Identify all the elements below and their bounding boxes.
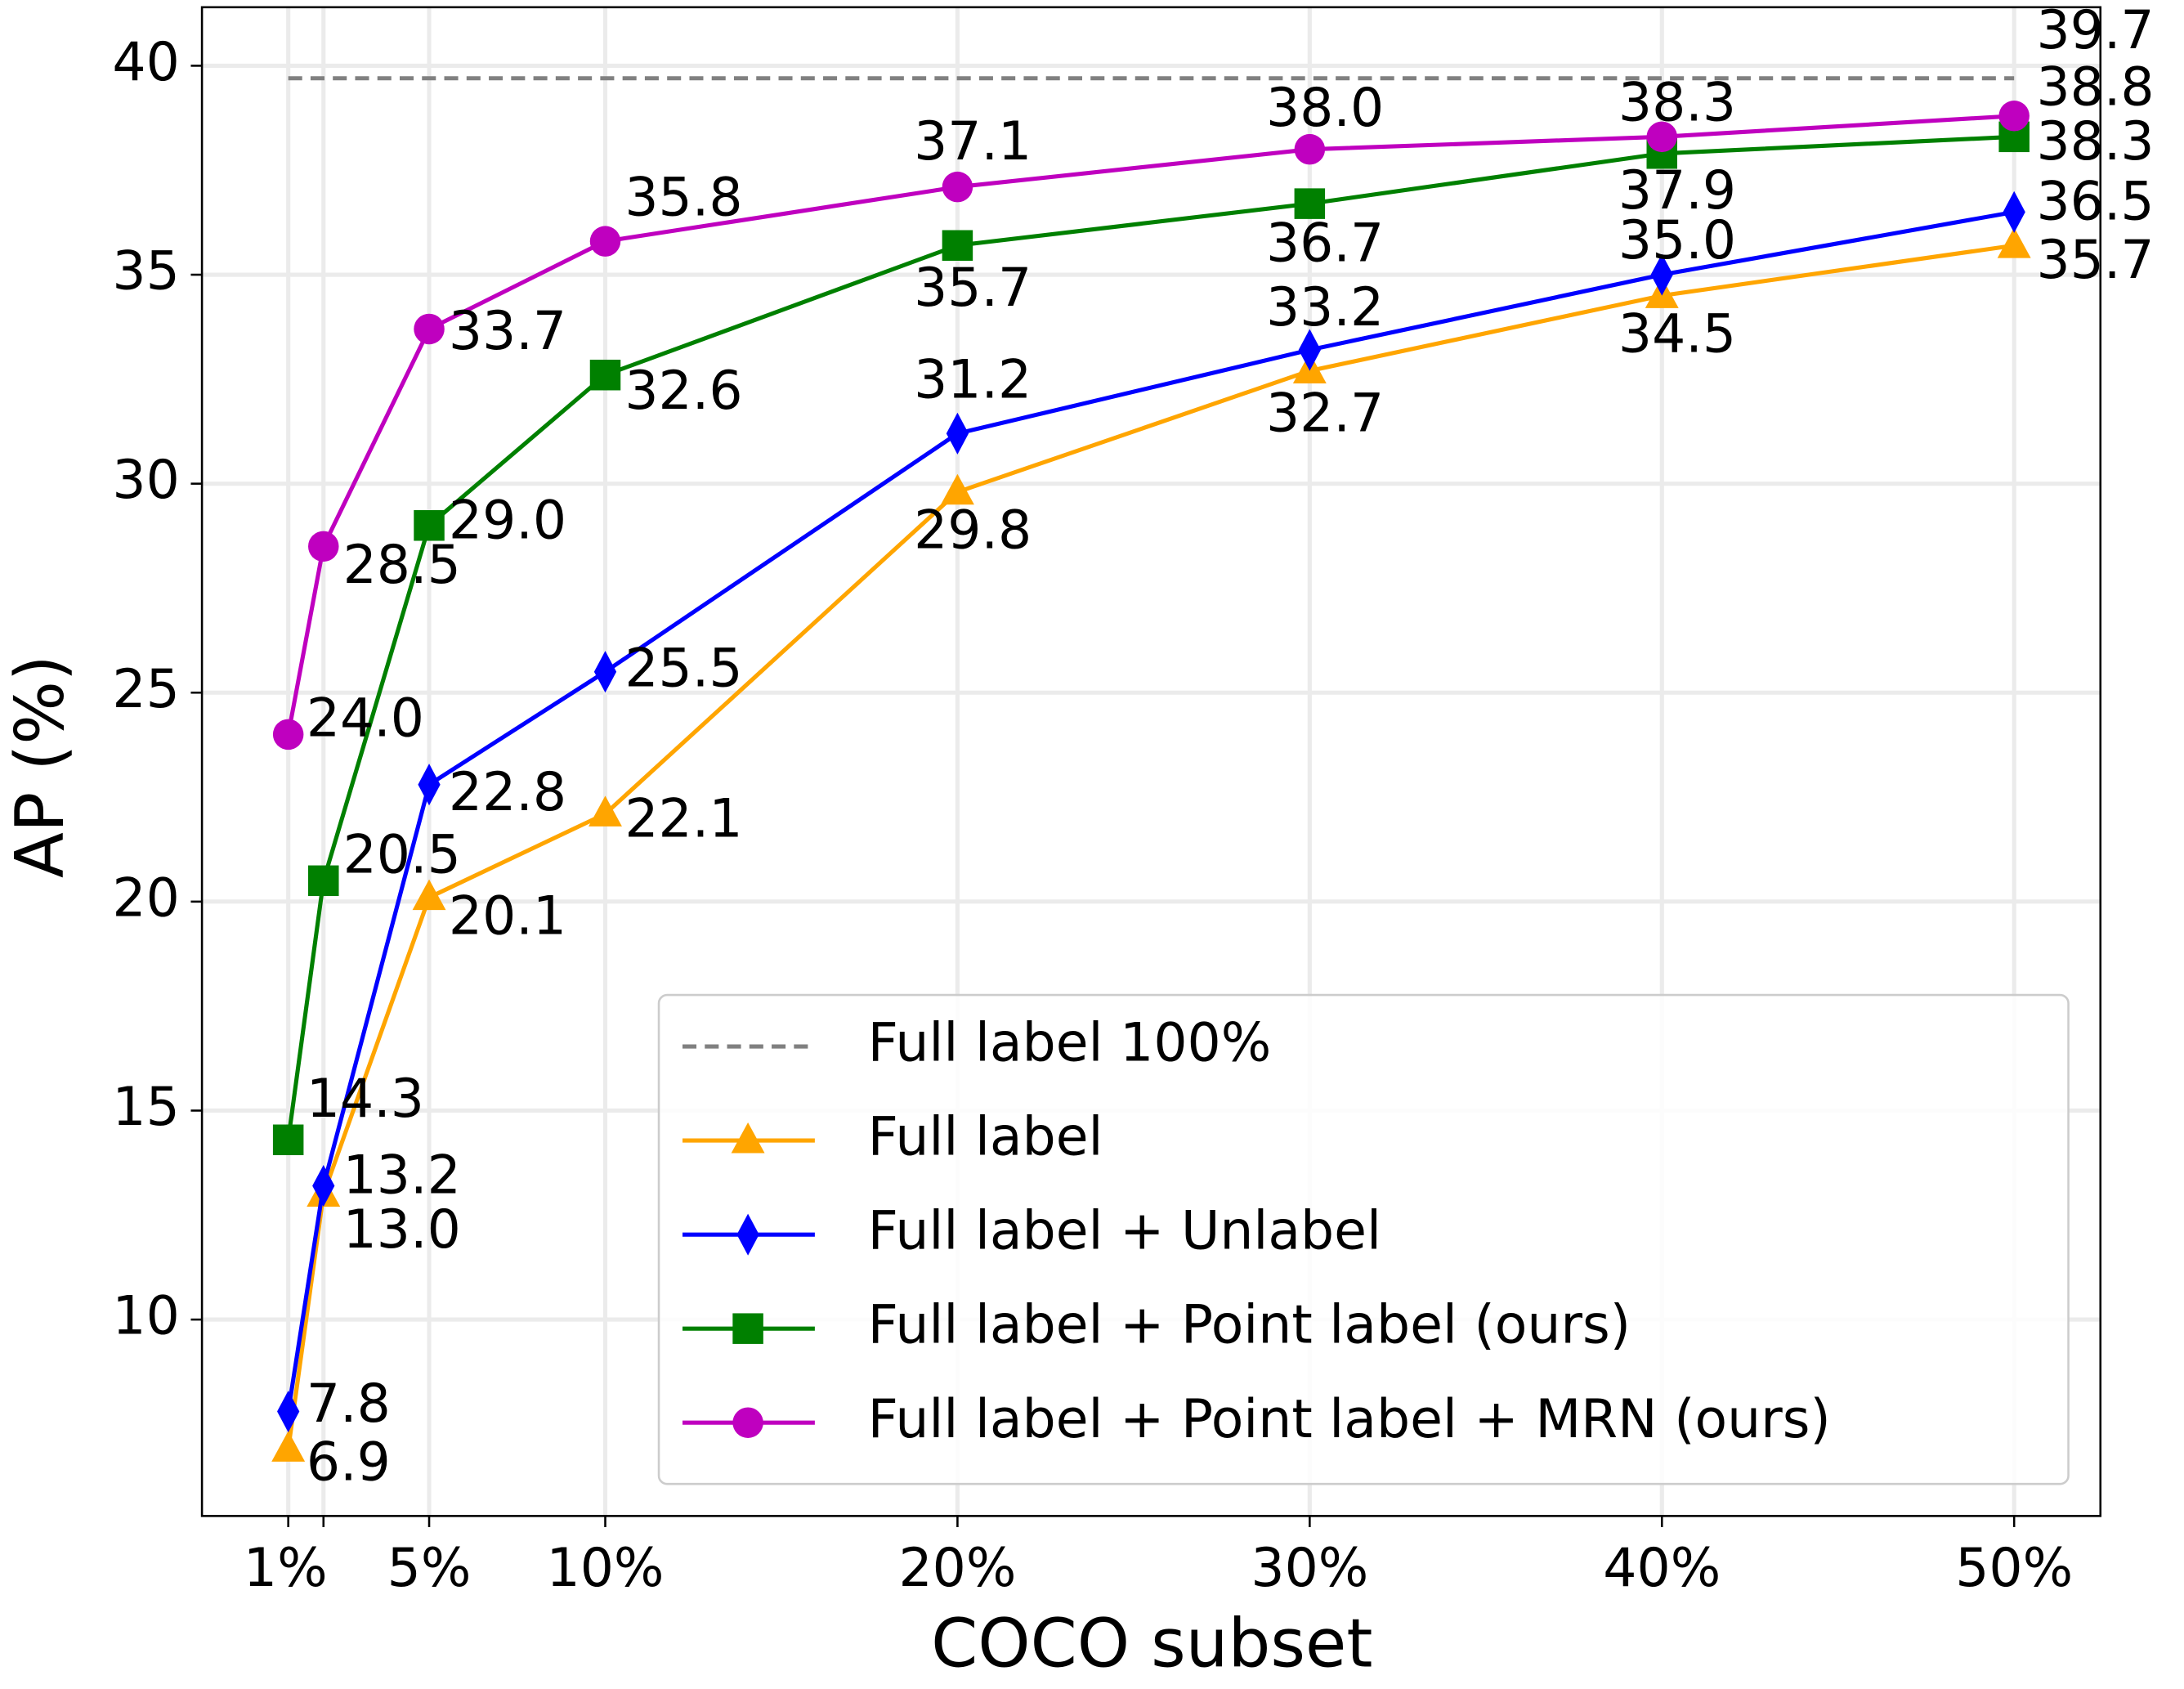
x-tick-label: 40% bbox=[1603, 1538, 1721, 1599]
y-tick-label: 40 bbox=[112, 32, 179, 93]
data-label: 25.5 bbox=[624, 638, 742, 699]
data-label: 14.3 bbox=[307, 1069, 424, 1130]
data-label: 35.7 bbox=[914, 258, 1032, 319]
x-tick-label: 5% bbox=[387, 1538, 472, 1599]
data-label: 28.5 bbox=[343, 535, 461, 596]
marker bbox=[589, 795, 622, 827]
data-label: 37.9 bbox=[1618, 160, 1736, 222]
data-label: 7.8 bbox=[307, 1373, 391, 1435]
data-label: 35.7 bbox=[2036, 230, 2154, 291]
marker bbox=[414, 313, 445, 345]
y-tick-label: 10 bbox=[112, 1286, 179, 1347]
data-label: 32.6 bbox=[624, 361, 742, 422]
series-line bbox=[286, 114, 2015, 735]
marker bbox=[1298, 329, 1321, 371]
marker bbox=[2003, 190, 2025, 233]
data-label: 38.0 bbox=[1266, 78, 1384, 139]
marker bbox=[1997, 227, 2031, 258]
marker bbox=[277, 1391, 300, 1433]
data-label: 13.2 bbox=[343, 1145, 461, 1207]
data-label: 13.0 bbox=[343, 1199, 461, 1261]
legend-label: Full label bbox=[868, 1107, 1103, 1168]
marker bbox=[593, 651, 617, 693]
marker bbox=[1646, 121, 1678, 153]
marker bbox=[271, 1431, 306, 1462]
data-label: 35.8 bbox=[624, 167, 742, 228]
marker bbox=[418, 764, 441, 806]
data-label: 36.7 bbox=[1266, 213, 1384, 275]
data-label: 6.9 bbox=[307, 1432, 391, 1494]
series-line bbox=[286, 134, 2015, 1140]
x-tick-label: 50% bbox=[1955, 1538, 2073, 1599]
data-label: 38.3 bbox=[1618, 72, 1736, 133]
data-label: 22.1 bbox=[624, 788, 742, 849]
data-label: 35.0 bbox=[1618, 210, 1736, 271]
y-tick-label: 30 bbox=[112, 450, 179, 511]
data-label: 22.8 bbox=[449, 762, 566, 823]
series-line bbox=[286, 243, 2015, 1449]
legend-label: Full label 100% bbox=[868, 1013, 1272, 1074]
marker bbox=[731, 1122, 765, 1154]
marker bbox=[414, 510, 445, 541]
data-label: 33.7 bbox=[449, 301, 566, 362]
data-label: 38.3 bbox=[2036, 111, 2154, 172]
marker bbox=[1294, 188, 1326, 219]
x-axis-label: COCO subset bbox=[931, 1606, 1372, 1683]
y-tick-label: 35 bbox=[112, 241, 179, 302]
marker bbox=[272, 1124, 304, 1156]
legend-label: Full label + Unlabel bbox=[868, 1201, 1381, 1262]
marker bbox=[940, 473, 974, 505]
x-tick-label: 30% bbox=[1251, 1538, 1368, 1599]
marker bbox=[308, 865, 339, 897]
marker bbox=[1294, 133, 1326, 165]
legend-label: Full label + Point label + MRN (ours) bbox=[868, 1389, 1831, 1450]
marker bbox=[942, 230, 973, 261]
data-label: 20.1 bbox=[449, 886, 566, 948]
y-tick-label: 20 bbox=[112, 867, 179, 929]
plot-frame bbox=[200, 6, 2102, 1517]
marker bbox=[946, 412, 969, 455]
marker bbox=[732, 1313, 763, 1344]
data-label: 29.0 bbox=[449, 491, 566, 552]
marker bbox=[589, 226, 621, 257]
marker bbox=[942, 171, 973, 203]
series-line bbox=[286, 209, 2015, 1412]
marker bbox=[589, 359, 621, 391]
marker bbox=[732, 1407, 763, 1438]
y-tick-label: 15 bbox=[112, 1077, 179, 1138]
data-label: 36.5 bbox=[2036, 171, 2154, 232]
marker bbox=[736, 1213, 759, 1256]
x-tick-label: 10% bbox=[547, 1538, 665, 1599]
data-label: 33.2 bbox=[1266, 277, 1384, 338]
y-tick-label: 25 bbox=[112, 659, 179, 720]
data-label: 20.5 bbox=[343, 825, 461, 886]
data-label: 24.0 bbox=[307, 688, 424, 750]
x-tick-label: 20% bbox=[898, 1538, 1016, 1599]
reference-label: 39.7 bbox=[2036, 0, 2154, 61]
data-label: 31.2 bbox=[914, 350, 1032, 411]
data-label: 29.8 bbox=[914, 500, 1032, 562]
data-label: 34.5 bbox=[1618, 303, 1736, 365]
marker bbox=[412, 879, 446, 911]
marker bbox=[1998, 101, 2030, 132]
data-label: 37.1 bbox=[914, 111, 1032, 172]
marker bbox=[272, 719, 304, 750]
legend: Full label 100% Full label Full label + Un… bbox=[657, 993, 2070, 1485]
x-tick-label: 1% bbox=[244, 1538, 328, 1599]
y-axis-label: AP (%) bbox=[2, 655, 79, 878]
marker bbox=[1650, 253, 1673, 296]
data-label: 38.8 bbox=[2036, 57, 2154, 119]
legend-box bbox=[657, 993, 2070, 1485]
legend-label: Full label + Point label (ours) bbox=[868, 1295, 1631, 1356]
data-label: 32.7 bbox=[1266, 383, 1384, 444]
marker bbox=[308, 531, 339, 562]
